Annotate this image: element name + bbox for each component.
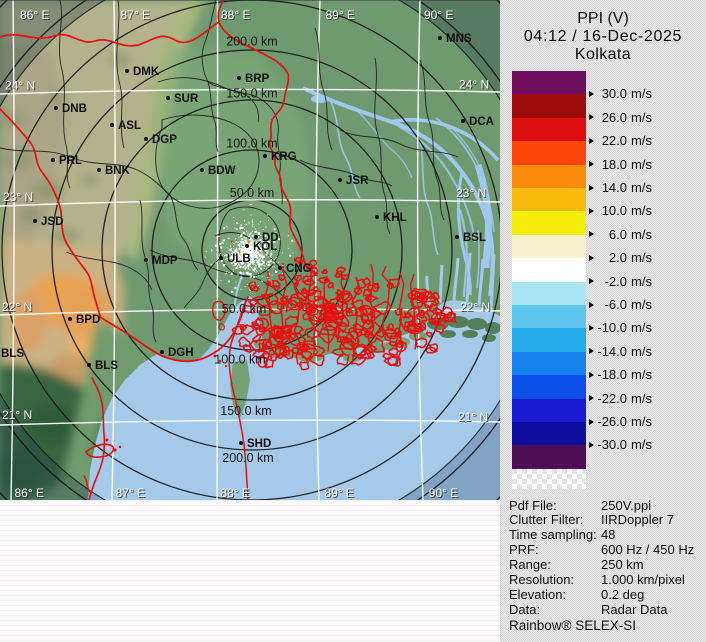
svg-text:90° E: 90° E xyxy=(424,8,453,22)
svg-text:21° N: 21° N xyxy=(458,410,488,424)
svg-text:BNK: BNK xyxy=(105,165,131,177)
svg-text:50.0 km: 50.0 km xyxy=(230,186,274,200)
svg-text:86° E: 86° E xyxy=(20,8,49,22)
svg-text:22° N: 22° N xyxy=(2,300,32,314)
svg-text:BPD: BPD xyxy=(76,314,100,326)
svg-text:100.0 km: 100.0 km xyxy=(226,137,277,151)
svg-text:87° E: 87° E xyxy=(121,8,150,22)
svg-text:21° N: 21° N xyxy=(2,408,32,422)
svg-text:KOL: KOL xyxy=(253,241,277,253)
svg-text:KRG: KRG xyxy=(271,151,297,163)
svg-text:SHD: SHD xyxy=(247,438,271,450)
svg-text:JSD: JSD xyxy=(41,216,63,228)
svg-text:ULB: ULB xyxy=(227,253,251,265)
svg-text:100.0 km: 100.0 km xyxy=(214,353,265,367)
svg-text:BSL: BSL xyxy=(463,232,486,244)
svg-text:CNG: CNG xyxy=(286,263,312,275)
svg-text:MNS: MNS xyxy=(446,33,472,45)
svg-text:88° E: 88° E xyxy=(220,486,249,500)
svg-text:200.0 km: 200.0 km xyxy=(222,451,273,465)
svg-text:24° N: 24° N xyxy=(459,78,489,92)
svg-text:87° E: 87° E xyxy=(116,486,145,500)
svg-text:150.0 km: 150.0 km xyxy=(220,404,271,418)
svg-text:BLS: BLS xyxy=(95,360,118,372)
svg-text:89° E: 89° E xyxy=(324,486,353,500)
svg-text:50.0 km: 50.0 km xyxy=(222,302,266,316)
svg-text:BRP: BRP xyxy=(245,73,270,85)
svg-text:DGH: DGH xyxy=(168,347,194,359)
svg-text:PRL: PRL xyxy=(59,155,82,167)
svg-text:89° E: 89° E xyxy=(326,8,355,22)
svg-text:DGP: DGP xyxy=(152,134,177,146)
svg-text:BLS: BLS xyxy=(1,348,24,360)
svg-text:MDP: MDP xyxy=(152,255,178,267)
svg-text:150.0 km: 150.0 km xyxy=(226,87,277,101)
svg-text:22° N: 22° N xyxy=(460,300,490,314)
svg-text:88° E: 88° E xyxy=(221,8,250,22)
svg-text:DNB: DNB xyxy=(62,103,87,115)
svg-text:DD: DD xyxy=(262,232,279,244)
svg-text:90° E: 90° E xyxy=(429,486,458,500)
svg-text:KHL: KHL xyxy=(383,212,407,224)
svg-text:ASL: ASL xyxy=(118,120,141,132)
svg-text:DMK: DMK xyxy=(133,66,160,78)
svg-text:BDW: BDW xyxy=(208,165,236,177)
svg-text:DCA: DCA xyxy=(469,116,494,128)
svg-text:24° N: 24° N xyxy=(5,79,35,93)
svg-text:23° N: 23° N xyxy=(3,190,33,204)
svg-text:SUR: SUR xyxy=(174,93,199,105)
svg-text:200.0 km: 200.0 km xyxy=(226,35,277,49)
svg-text:JSR: JSR xyxy=(346,175,369,187)
svg-text:23° N: 23° N xyxy=(456,186,486,200)
svg-text:86° E: 86° E xyxy=(15,486,44,500)
